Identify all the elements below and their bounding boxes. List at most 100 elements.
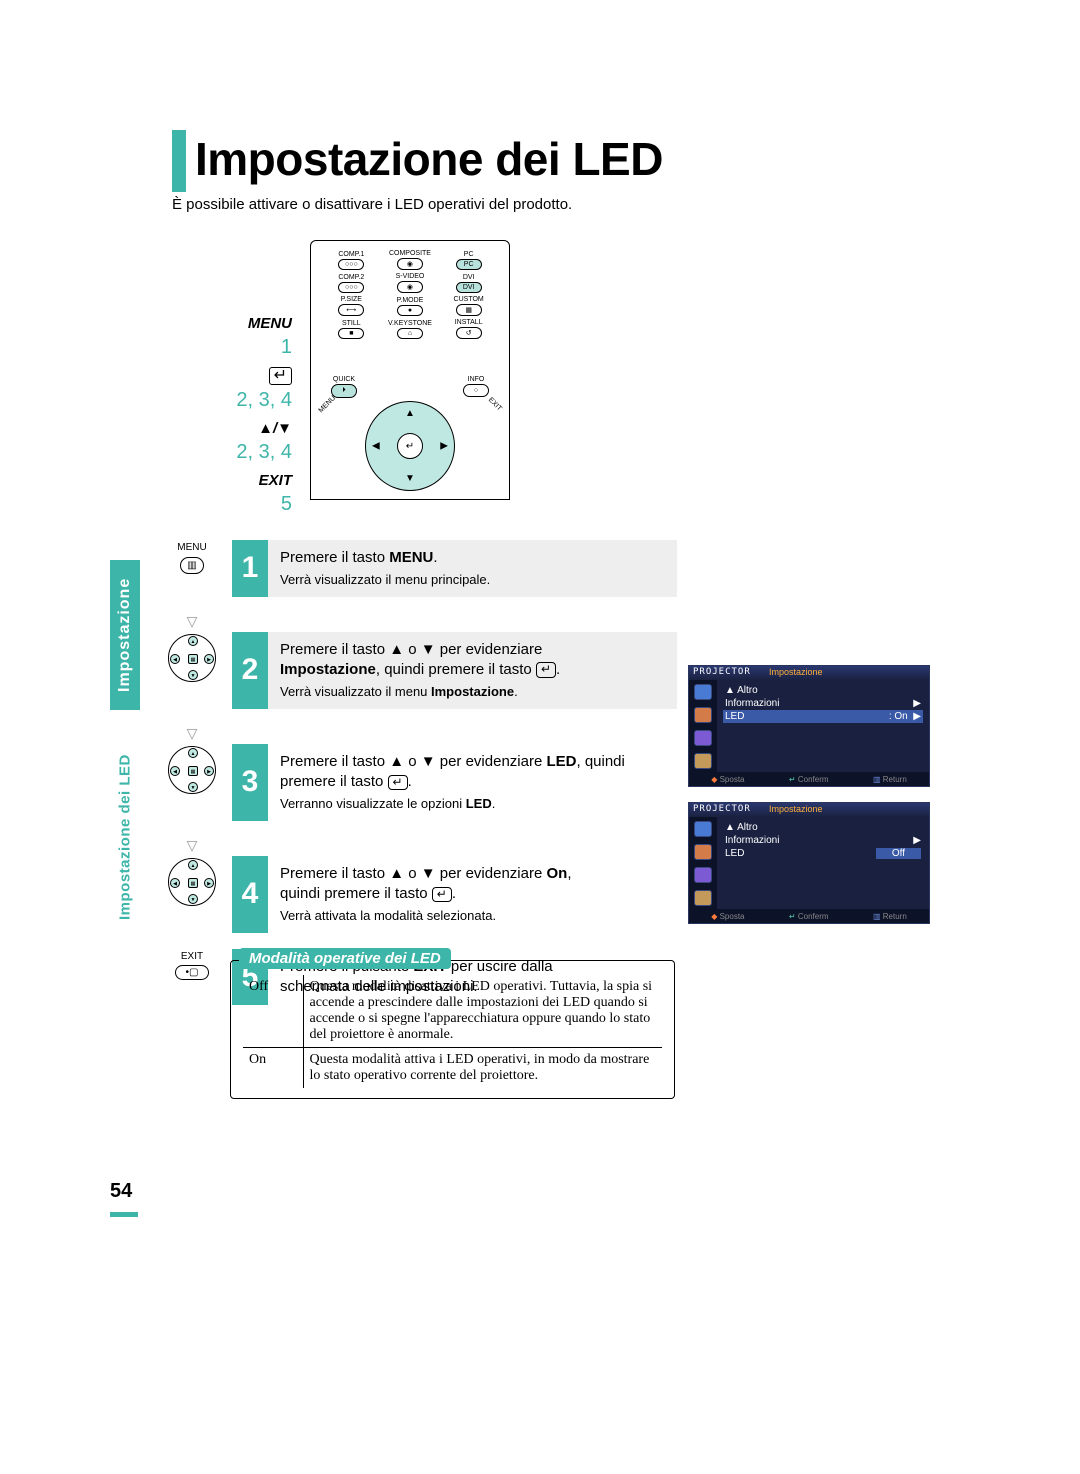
remote-btn: ⟷ (338, 304, 364, 316)
step-3: ▲▼◀▶▦ 3 Premere il tasto ▲ o ▼ per evide… (152, 744, 677, 821)
osd-row-label: Informazioni (725, 698, 779, 709)
remote-label-menu: MENU (172, 315, 292, 332)
osd-title: Impostazione (769, 804, 823, 814)
mode-desc: Questa modalità disattiva i LED operativ… (303, 975, 662, 1048)
osd-footer-label: Conferm (798, 912, 829, 921)
remote-quick-btn: ⏵ (331, 384, 357, 398)
remote-btn-label: P.SIZE (323, 296, 380, 303)
step-text: Premere il tasto ▲ o ▼ per evidenziare (280, 753, 546, 770)
step-2: ▲▼◀▶▦ 2 Premere il tasto ▲ o ▼ per evide… (152, 632, 677, 709)
dpad-icon: ▲▼◀▶▦ (168, 858, 216, 906)
osd-row-label: ▲ Altro (725, 685, 758, 696)
osd-header: PROJECTOR (693, 667, 751, 679)
step-text: , (567, 865, 571, 882)
remote-btn: ▦ (456, 304, 482, 316)
osd-row-value: : On (889, 711, 908, 722)
osd-tab-icon (694, 753, 712, 769)
remote-btn: ○○○ (338, 259, 364, 270)
step-text-bold: Impostazione (280, 661, 376, 678)
remote-step-labels: MENU 1 ↵ 2, 3, 4 ▲/▼ 2, 3, 4 EXIT 5 (172, 315, 292, 520)
remote-label-234a: 2, 3, 4 (172, 389, 292, 412)
step-number: 1 (232, 540, 268, 597)
step-subtext: . (492, 796, 496, 811)
table-row: Off Questa modalità disattiva i LED oper… (243, 975, 662, 1048)
remote-btn-label: INSTALL (440, 319, 497, 326)
step-text: . (433, 549, 437, 566)
page-number: 54 (110, 1180, 132, 1203)
osd-tab-icon (694, 730, 712, 746)
remote-btn: ⌂ (397, 328, 423, 339)
enter-icon: ↵ (269, 367, 292, 385)
remote-label-exit: EXIT (172, 472, 292, 489)
title-accent-bar (172, 130, 186, 192)
remote-btn-label: COMP.2 (323, 274, 380, 281)
step-body: Premere il tasto MENU. Verrà visualizzat… (268, 540, 677, 597)
step-4: ▲▼◀▶▦ 4 Premere il tasto ▲ o ▼ per evide… (152, 856, 677, 933)
remote-exit-label: EXIT (487, 397, 503, 413)
led-modes-box: Modalità operative dei LED Off Questa mo… (230, 960, 675, 1099)
led-modes-table: Off Questa modalità disattiva i LED oper… (243, 975, 662, 1088)
remote-btn: ○○○ (338, 282, 364, 293)
remote-btn-label: V.KEYSTONE (382, 320, 439, 327)
remote-btn-label: COMP.1 (323, 251, 380, 258)
step-text: Premere il tasto (280, 549, 389, 566)
remote-btn-label: DVI (440, 274, 497, 281)
mode-name: Off (243, 975, 303, 1048)
down-arrow-icon: ▽ (152, 837, 232, 854)
osd-row-label: Informazioni (725, 835, 779, 846)
osd-footer-label: Return (883, 912, 907, 921)
remote-btn-label: INFO (463, 376, 489, 383)
dpad-icon: ▲▼◀▶▦ (168, 746, 216, 794)
remote-btn: ↺ (456, 327, 482, 339)
remote-btn-label: P.MODE (382, 297, 439, 304)
remote-info-btn: ○ (463, 384, 489, 397)
remote-btn: ◉ (397, 281, 423, 293)
step-text-bold: LED (546, 753, 576, 770)
step-body: Premere il tasto ▲ o ▼ per evidenziare I… (268, 632, 677, 709)
osd-footer-label: Sposta (720, 912, 745, 921)
step-number: 3 (232, 744, 268, 821)
remote-btn-label: PC (440, 251, 497, 258)
remote-label-arrows: ▲/▼ (172, 420, 292, 437)
enter-icon: ↵ (536, 662, 556, 677)
step-subtext: Verrà visualizzato il menu (280, 684, 431, 699)
osd-tab-icon (694, 844, 712, 860)
remote-label-234b: 2, 3, 4 (172, 441, 292, 464)
osd-title: Impostazione (769, 667, 823, 677)
osd-footer-label: Sposta (720, 775, 745, 784)
osd-arrow-icon: ▶ (913, 698, 921, 709)
down-arrow-icon: ▽ (152, 613, 232, 630)
remote-btn: ■ (338, 328, 364, 339)
osd-arrow-icon: ▶ (913, 711, 921, 722)
remote-btn-label: CUSTOM (440, 296, 497, 303)
step-text: , quindi (576, 753, 624, 770)
step-text-bold: On (546, 865, 567, 882)
mode-desc: Questa modalità attiva i LED operativi, … (303, 1048, 662, 1089)
step-text: premere il tasto (280, 773, 388, 790)
remote-label-1: 1 (172, 336, 292, 359)
remote-btn-label: S-VIDEO (382, 273, 439, 280)
osd-footer-label: Return (883, 775, 907, 784)
step-text: , quindi premere il tasto (376, 661, 536, 678)
step-subtext: Verranno visualizzate le opzioni (280, 796, 466, 811)
menu-label: MENU (152, 542, 232, 553)
page-subtitle: È possibile attivare o disattivare i LED… (172, 196, 572, 213)
osd-row-label: LED (725, 711, 744, 722)
osd-header: PROJECTOR (693, 804, 751, 816)
remote-btn-label: STILL (323, 320, 380, 327)
osd-screenshot-2: PROJECTOR Impostazione ▲ Altro Informazi… (688, 802, 930, 924)
remote-btn-label: COMPOSITE (382, 250, 439, 257)
exit-label: EXIT (152, 951, 232, 962)
remote-label-5: 5 (172, 493, 292, 516)
osd-tab-icon (694, 821, 712, 837)
down-arrow-icon: ▽ (152, 725, 232, 742)
side-tab: Impostazione Impostazione dei LED (110, 560, 140, 920)
remote-btn: PC (456, 259, 482, 270)
remote-dpad: ▲ ▼ ◀ ▶ ↵ (355, 396, 465, 496)
osd-screenshot-1: PROJECTOR Impostazione ▲ Altro Informazi… (688, 665, 930, 787)
dpad-icon: ▲▼◀▶▦ (168, 634, 216, 682)
osd-tab-icon (694, 890, 712, 906)
table-row: On Questa modalità attiva i LED operativ… (243, 1048, 662, 1089)
remote-btn: ◉ (397, 258, 423, 270)
step-text: quindi premere il tasto (280, 885, 432, 902)
